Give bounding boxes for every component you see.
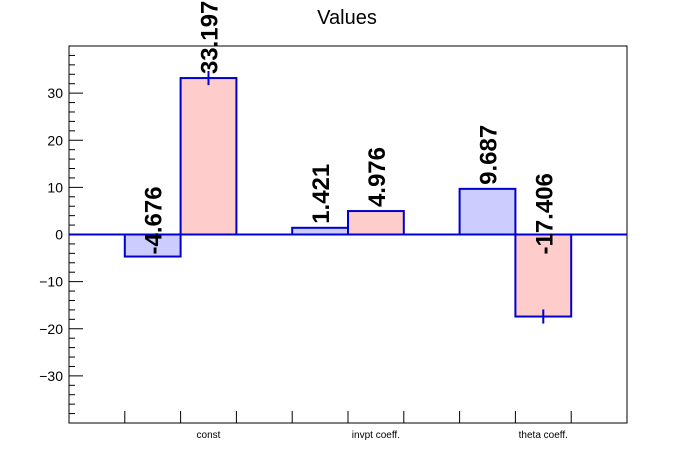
y-tick-label: 10 — [47, 179, 63, 195]
bar — [291, 226, 350, 236]
bars — [69, 70, 627, 324]
data-label: -17.406 — [531, 173, 558, 254]
category-label: const — [197, 430, 221, 441]
bar — [514, 233, 573, 318]
data-labels: -4.676 1.421 9.687 33.197 4.976 -17.406 — [141, 1, 559, 255]
y-tick-label: −10 — [39, 274, 63, 290]
bar — [347, 210, 405, 236]
y-tick-label: −20 — [39, 321, 63, 337]
y-tick-label: 0 — [55, 227, 63, 243]
chart-title: Values — [317, 7, 377, 29]
bar — [179, 77, 238, 236]
data-label: 33.197 — [197, 1, 224, 74]
category-label: theta coeff. — [519, 430, 568, 441]
bar — [458, 187, 517, 236]
data-label: 4.976 — [364, 147, 391, 207]
y-tick-label: 30 — [47, 85, 63, 101]
axes: −30 −20 −10 0 10 20 30 const invpt coeff. theta c… — [39, 45, 628, 441]
y-tick-label: 20 — [47, 132, 63, 148]
data-label: 9.687 — [476, 125, 503, 185]
y-tick-label: −30 — [39, 368, 63, 384]
category-label: invpt coeff. — [352, 430, 400, 441]
data-label: 1.421 — [308, 164, 335, 224]
data-label: -4.676 — [141, 186, 168, 254]
